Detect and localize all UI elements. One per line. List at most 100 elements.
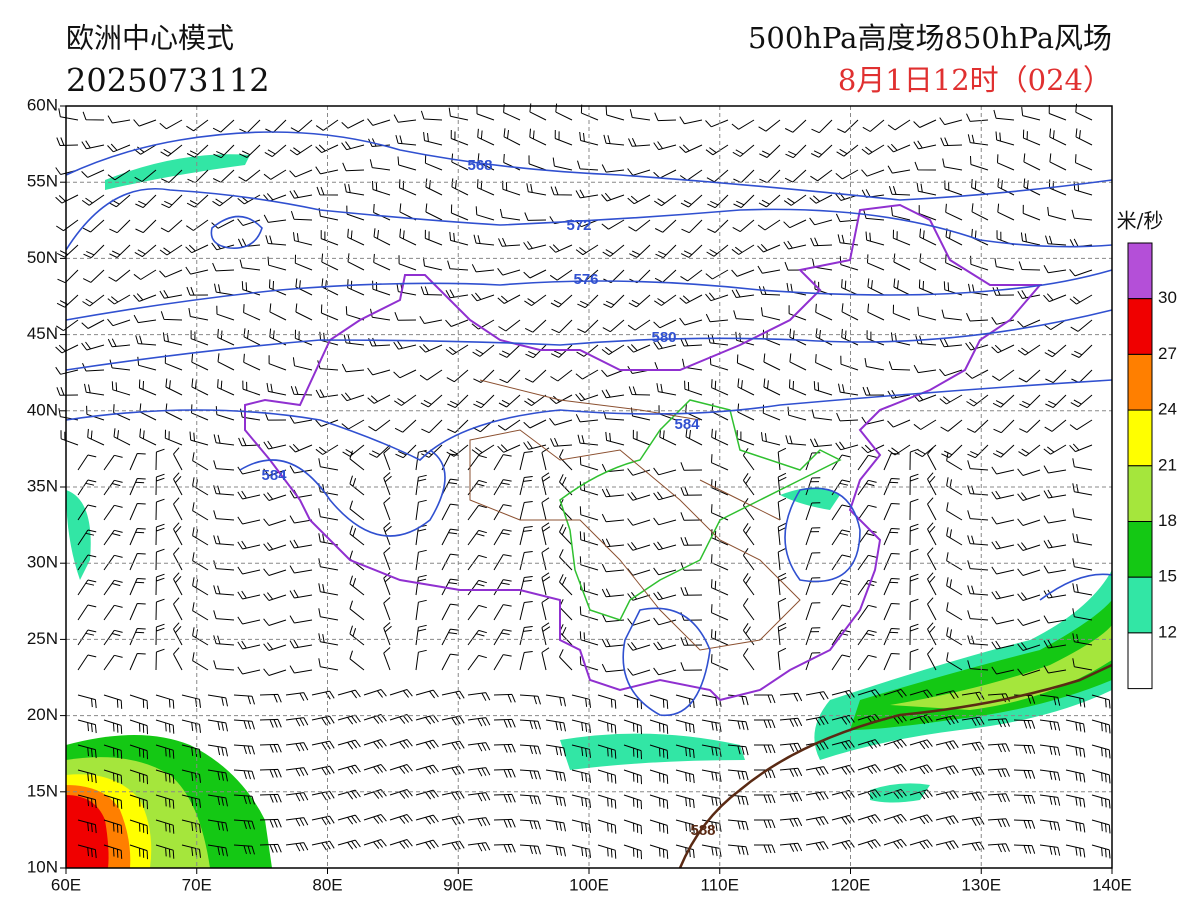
wind-barb	[311, 715, 335, 726]
wind-barb	[783, 219, 807, 229]
wind-barb	[398, 255, 417, 271]
wind-barb	[815, 354, 833, 371]
wind-barb	[680, 487, 703, 496]
wind-barb	[77, 794, 97, 809]
wind-barb	[1043, 515, 1067, 524]
wind-barb	[237, 666, 261, 675]
wind-barb	[909, 623, 919, 646]
wind-barb	[415, 814, 439, 825]
wind-barb	[289, 169, 313, 178]
wind-barb	[155, 744, 175, 759]
legend-swatch	[1127, 576, 1153, 634]
wind-barb	[987, 768, 1010, 778]
wind-barb	[759, 144, 781, 158]
wind-barb	[415, 499, 427, 521]
wind-barb	[970, 255, 989, 271]
wind-barb	[213, 585, 235, 596]
wind-barb	[389, 739, 413, 749]
wind-barb	[991, 566, 1015, 575]
wind-barb	[809, 217, 833, 226]
wind-barb	[758, 194, 781, 208]
wind-barb	[103, 504, 123, 521]
wind-barb	[966, 113, 989, 122]
wind-barb	[383, 597, 391, 621]
lon-label: 120E	[831, 875, 871, 894]
wind-barb	[259, 693, 282, 703]
wind-barb	[445, 344, 469, 356]
wind-barb	[1091, 844, 1111, 859]
wind-barb	[523, 419, 547, 429]
wind-barb	[550, 186, 573, 196]
wind-barb	[133, 293, 157, 302]
wind-barb	[368, 419, 391, 432]
wind-barb	[763, 378, 781, 396]
wind-barb	[213, 144, 235, 159]
wind-barb	[1022, 204, 1041, 221]
wind-barb	[107, 143, 131, 153]
contour-label: 568	[467, 157, 492, 174]
wind-barb	[1017, 518, 1041, 526]
wind-barb	[207, 844, 228, 857]
wind-barb	[265, 235, 287, 246]
wind-barb	[545, 819, 566, 832]
wind-barb	[864, 358, 885, 371]
wind-barb	[173, 622, 183, 646]
wind-barb	[966, 419, 989, 433]
wind-barb	[946, 602, 963, 621]
wind-barb	[233, 769, 255, 780]
wind-barb	[77, 769, 97, 784]
wind-barb	[471, 264, 495, 273]
wind-barb	[758, 119, 781, 132]
wind-barb	[383, 472, 392, 496]
wind-barb	[862, 386, 885, 396]
wind-barb	[857, 714, 881, 725]
wind-barb	[263, 214, 287, 223]
wind-barb	[55, 344, 79, 354]
wind-barb	[341, 363, 365, 373]
wind-barb	[888, 361, 911, 371]
wind-barb	[742, 573, 755, 596]
wind-shading	[66, 154, 1112, 868]
wind-barb	[134, 169, 157, 182]
wind-barb	[684, 380, 703, 396]
wind-barb	[1013, 744, 1036, 754]
wind-barb	[316, 186, 339, 196]
wind-barb	[499, 208, 521, 221]
wind-barb	[519, 694, 541, 705]
wind-barb	[1043, 265, 1067, 274]
wind-barb	[160, 311, 183, 321]
wind-barb	[571, 794, 591, 808]
wind-barb	[679, 144, 703, 153]
legend-swatch	[1127, 409, 1153, 467]
wind-barb	[857, 764, 881, 775]
wind-barb	[831, 454, 851, 471]
wind-barb	[946, 452, 963, 471]
wind-barb	[909, 448, 919, 471]
wind-barb	[679, 317, 703, 326]
wind-barb	[831, 789, 855, 800]
wind-barb	[559, 649, 573, 671]
wind-barb	[519, 501, 533, 521]
wind-barb	[186, 119, 209, 132]
wind-barb	[397, 156, 417, 171]
wind-barb	[528, 155, 547, 171]
wind-barb	[571, 694, 591, 708]
wind-barb	[129, 794, 148, 810]
wind-barb	[857, 654, 877, 671]
wind-barb	[883, 578, 900, 596]
wind-barb	[519, 651, 533, 671]
wind-barb	[1013, 794, 1036, 804]
wind-barb	[164, 429, 183, 446]
wind-barb	[237, 466, 261, 475]
wind-barb	[103, 604, 123, 621]
wind-barb	[1075, 128, 1093, 146]
wind-barb	[549, 417, 573, 426]
wind-barb	[207, 819, 228, 832]
wind-barb	[838, 383, 859, 396]
wind-barb	[1047, 206, 1067, 221]
wind-barb	[285, 767, 309, 777]
wind-barb	[289, 515, 313, 524]
wind-barb	[446, 369, 469, 383]
wind-barb	[961, 816, 985, 827]
